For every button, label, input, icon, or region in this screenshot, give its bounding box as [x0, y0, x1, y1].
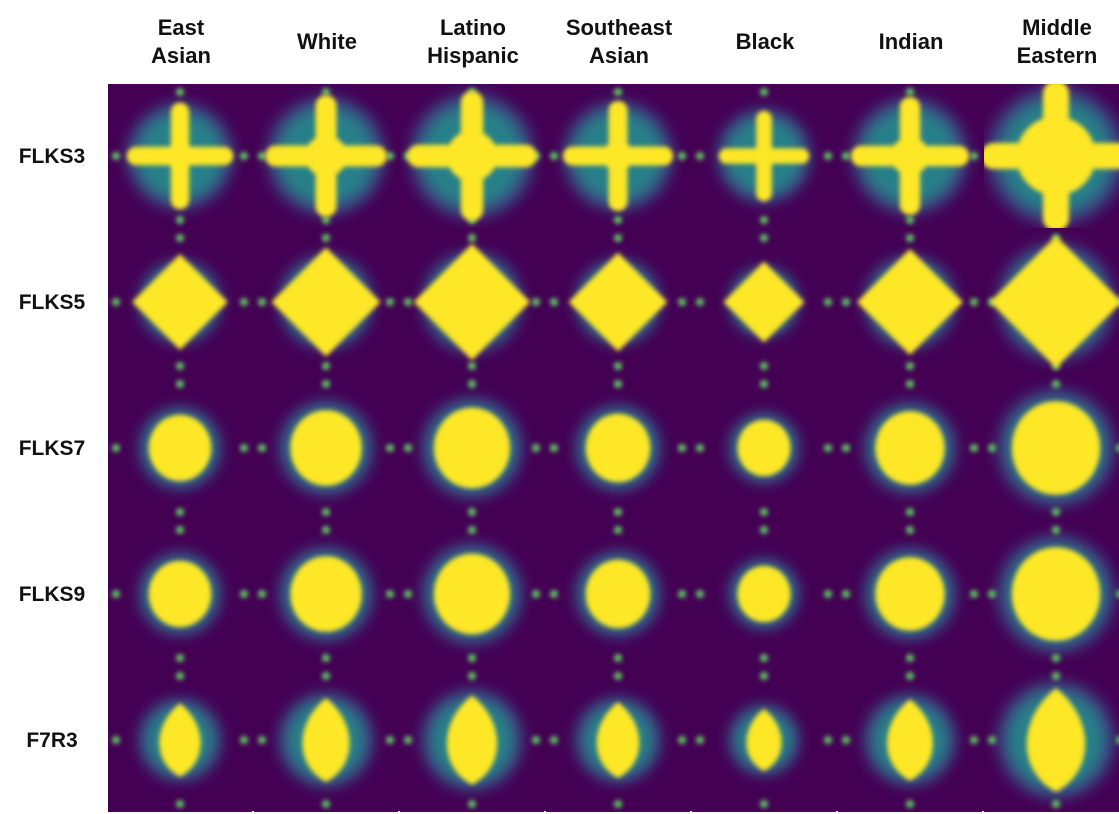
column-label: White — [297, 29, 357, 54]
column-label: East Asian — [151, 15, 211, 68]
heatmap-cell — [546, 230, 690, 374]
heatmap-cell — [984, 84, 1119, 228]
heatmap-cell — [984, 376, 1119, 520]
heatmap-cell — [254, 230, 398, 374]
heatmap-cell — [692, 84, 836, 228]
heatmap-cell — [400, 522, 544, 666]
heatmap-cell — [838, 376, 982, 520]
heatmap-cell — [692, 668, 836, 812]
heatmap-cell — [692, 522, 836, 666]
heatmap-cell — [108, 668, 252, 812]
heatmap-cell — [254, 84, 398, 228]
heatmap-cell — [546, 668, 690, 812]
heatmap-cell — [400, 230, 544, 374]
heatmap-cell — [984, 230, 1119, 374]
heatmap-cell — [838, 84, 982, 228]
heatmap-cell — [546, 376, 690, 520]
heatmap-cell — [400, 376, 544, 520]
row-label: FLKS7 — [18, 437, 86, 460]
heatmap-cell — [254, 522, 398, 666]
row-label: F7R3 — [26, 729, 78, 752]
row-label: FLKS5 — [18, 291, 86, 314]
column-label: Middle Eastern — [1016, 15, 1098, 68]
heatmap-cell — [838, 522, 982, 666]
row-label: FLKS9 — [18, 583, 86, 606]
heatmap-cell — [400, 84, 544, 228]
heatmap-cell — [692, 230, 836, 374]
heatmap-cell — [254, 376, 398, 520]
heatmap-cell — [692, 376, 836, 520]
heatmap-cell — [108, 230, 252, 374]
heatmap-cell — [984, 522, 1119, 666]
heatmap-cell — [546, 522, 690, 666]
heatmap-cell — [838, 668, 982, 812]
row-label: FLKS3 — [18, 145, 86, 168]
column-label: Southeast Asian — [565, 15, 673, 68]
heatmap-cell — [838, 230, 982, 374]
heatmap-cell — [108, 522, 252, 666]
heatmap-cell — [984, 668, 1119, 812]
heatmap-cell — [546, 84, 690, 228]
heatmap-cell — [108, 84, 252, 228]
heatmap-cell — [254, 668, 398, 812]
column-label: Indian — [878, 29, 944, 54]
column-label: Latino Hispanic — [427, 15, 519, 68]
heatmap-cell — [108, 376, 252, 520]
column-label: Black — [735, 29, 795, 54]
heatmap-cell — [400, 668, 544, 812]
heatmap-grid — [108, 84, 1119, 812]
